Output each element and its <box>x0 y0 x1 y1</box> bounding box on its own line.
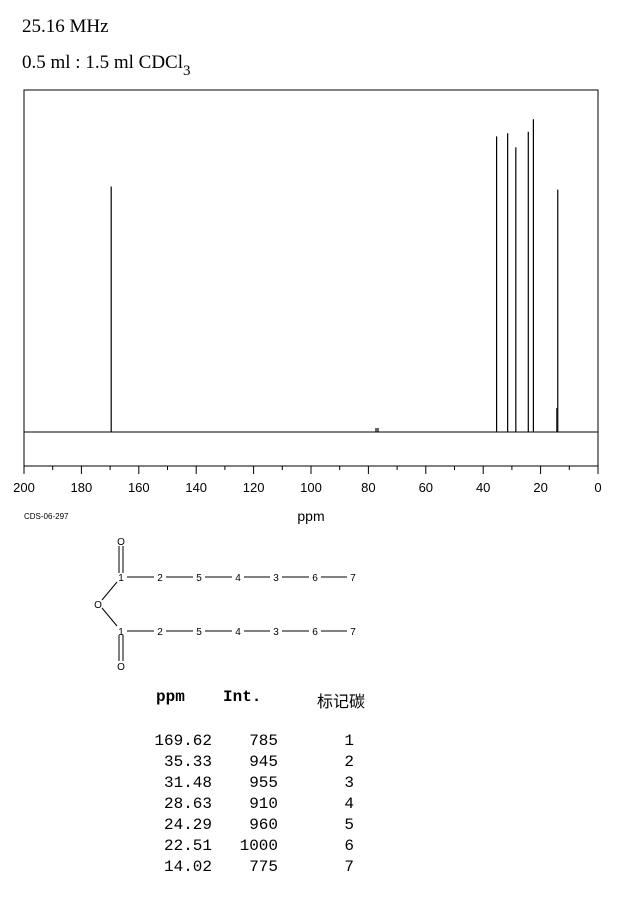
lower-oxo-atom: O <box>117 662 125 673</box>
table-row: 35.33 945 2 <box>140 753 380 774</box>
cell-intensity: 955 <box>249 774 278 792</box>
frequency-label: 25.16 MHz <box>22 16 109 37</box>
upper-chain-atom-3: 4 <box>235 573 241 584</box>
x-tick-label-20: 20 <box>533 480 547 495</box>
cell-intensity: 775 <box>249 858 278 876</box>
x-axis-label: ppm <box>297 508 324 524</box>
x-tick-label-60: 60 <box>419 480 433 495</box>
cell-intensity: 785 <box>249 732 278 750</box>
cell-ppm: 24.29 <box>163 816 212 834</box>
x-tick-label-0: 0 <box>594 480 601 495</box>
x-tick-labels-group: 200 180 160 140 120 100 80 60 40 20 0 <box>13 480 601 495</box>
x-tick-label-120: 120 <box>243 480 265 495</box>
peaks-group <box>110 119 559 432</box>
plot-frame <box>23 89 599 467</box>
upper-chain-atom-1: 2 <box>157 573 163 584</box>
upper-chain-atom-4: 3 <box>273 573 279 584</box>
lower-chain-atom-2: 5 <box>196 627 202 638</box>
upper-chain-atom-6: 7 <box>350 573 356 584</box>
cell-assignment: 6 <box>344 837 354 855</box>
bridge-oxygen-atom: O <box>94 600 102 611</box>
table-row: 28.63 910 4 <box>140 795 380 816</box>
lower-chain-atom-0: 1 <box>118 627 124 638</box>
cell-ppm: 169.62 <box>154 732 212 750</box>
table-header-ppm: ppm <box>156 688 185 706</box>
lower-chain-atom-1: 2 <box>157 627 163 638</box>
cell-intensity: 945 <box>249 753 278 771</box>
table-row: 31.48 955 3 <box>140 774 380 795</box>
cell-ppm: 35.33 <box>163 753 212 771</box>
solvent-label: 0.5 ml : 1.5 ml CDCl3 <box>22 52 191 79</box>
cell-assignment: 5 <box>344 816 354 834</box>
cell-intensity: 910 <box>249 795 278 813</box>
upper-chain-atoms: 1 2 5 4 3 6 7 <box>118 573 356 584</box>
cell-ppm: 14.02 <box>163 858 212 876</box>
table-header-intensity: Int. <box>223 688 262 706</box>
x-tick-label-40: 40 <box>476 480 490 495</box>
upper-chain-atom-0: 1 <box>118 573 124 584</box>
cell-assignment: 3 <box>344 774 354 792</box>
x-tick-label-80: 80 <box>361 480 375 495</box>
table-header-assignment: 标记碳 <box>317 692 366 711</box>
spectrum-code: CDS-06-297 <box>24 512 69 521</box>
lower-chain-atoms: 1 2 5 4 3 6 7 <box>118 627 356 638</box>
table-row: 169.62 785 1 <box>140 732 380 753</box>
structure-diagram <box>101 546 347 661</box>
x-tick-label-180: 180 <box>71 480 93 495</box>
cell-ppm: 31.48 <box>163 774 212 792</box>
cell-ppm: 22.51 <box>163 837 212 855</box>
lower-chain-atom-4: 3 <box>273 627 279 638</box>
upper-chain-atom-5: 6 <box>312 573 318 584</box>
cell-assignment: 7 <box>344 858 354 876</box>
x-ticks-group <box>23 466 599 474</box>
solvent-subscript: 3 <box>183 63 191 79</box>
x-tick-label-100: 100 <box>300 480 322 495</box>
lower-chain-atom-5: 6 <box>312 627 318 638</box>
cell-assignment: 4 <box>344 795 354 813</box>
upper-oxo-atom: O <box>117 537 125 548</box>
cell-assignment: 2 <box>344 753 354 771</box>
upper-chain-atom-2: 5 <box>196 573 202 584</box>
table-row: 24.29 960 5 <box>140 816 380 837</box>
cell-intensity: 1000 <box>239 837 278 855</box>
x-tick-label-200: 200 <box>13 480 35 495</box>
upper-ester-bond <box>101 581 118 601</box>
lower-chain-atom-6: 7 <box>350 627 356 638</box>
lower-ester-bond <box>101 607 118 627</box>
lower-chain-atom-3: 4 <box>235 627 241 638</box>
table-row: 22.51 1000 6 <box>140 837 380 858</box>
x-tick-label-140: 140 <box>185 480 207 495</box>
cell-ppm: 28.63 <box>163 795 212 813</box>
table-row: 14.02 775 7 <box>140 858 380 879</box>
x-tick-label-160: 160 <box>128 480 150 495</box>
solvent-text: 0.5 ml : 1.5 ml CDCl <box>22 52 183 73</box>
cell-intensity: 960 <box>249 816 278 834</box>
cell-assignment: 1 <box>344 732 354 750</box>
